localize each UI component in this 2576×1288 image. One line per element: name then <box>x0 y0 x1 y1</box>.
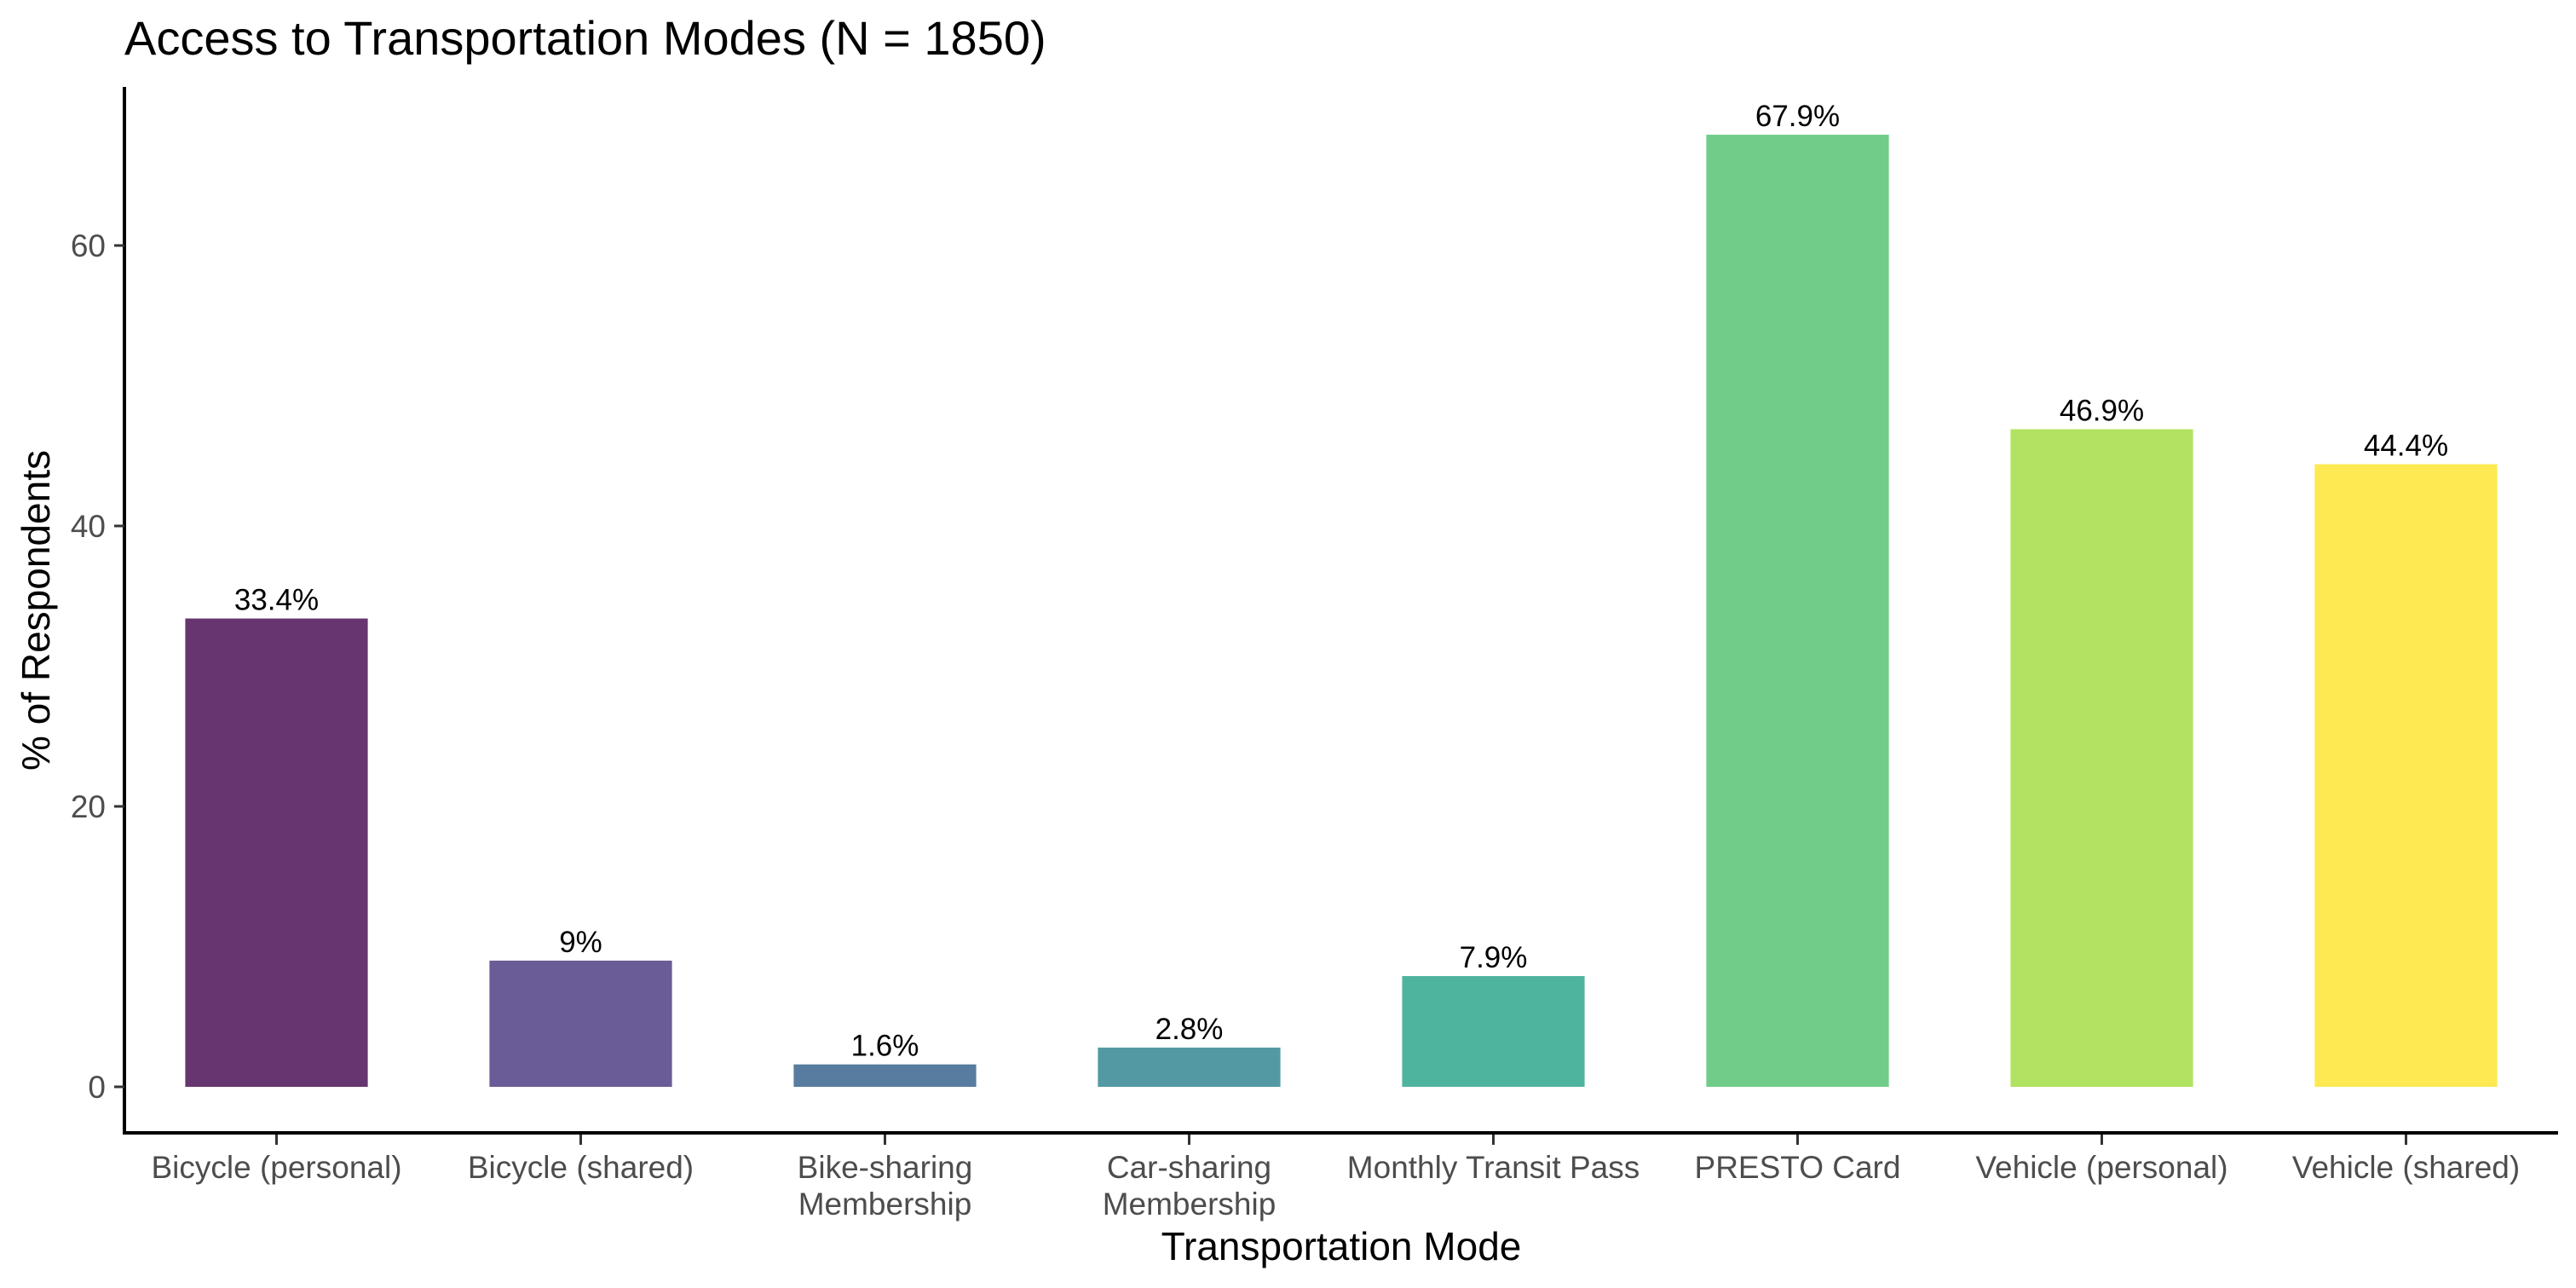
data-label-6: 46.9% <box>2060 394 2144 427</box>
x-tick-label-2: Bike-sharing Membership <box>798 1150 973 1222</box>
data-label-0: 33.4% <box>234 584 319 617</box>
y-axis-title: % of Respondents <box>14 450 58 771</box>
chart-title: Access to Transportation Modes (N = 1850… <box>124 11 1046 65</box>
data-label-1: 9% <box>559 926 602 959</box>
x-tick-label-line: Bicycle (personal) <box>151 1150 401 1185</box>
x-tick-label-7: Vehicle (shared) <box>2292 1150 2520 1185</box>
x-tick-label-line: Vehicle (personal) <box>1975 1150 2227 1185</box>
x-tick-label-line: Membership <box>798 1187 972 1222</box>
bar-1 <box>489 960 672 1087</box>
bar-3 <box>1098 1047 1281 1087</box>
y-tick-label-0: 0 <box>88 1070 106 1105</box>
bar-5 <box>1706 135 1889 1087</box>
y-axis-ticks: 0 20 40 60 <box>71 228 124 1105</box>
bar-2 <box>793 1064 977 1087</box>
bar-7 <box>2314 464 2498 1087</box>
y-tick-label-3: 60 <box>71 228 106 263</box>
x-tick-label-6: Vehicle (personal) <box>1975 1150 2227 1185</box>
data-label-4: 7.9% <box>1460 941 1528 974</box>
x-tick-label-line: Bicycle (shared) <box>468 1150 694 1185</box>
bar-4 <box>1402 976 1585 1087</box>
x-axis-title: Transportation Mode <box>1161 1224 1522 1268</box>
data-label-7: 44.4% <box>2364 430 2448 463</box>
data-label-3: 2.8% <box>1155 1013 1224 1046</box>
x-tick-label-line: PRESTO Card <box>1695 1150 1901 1185</box>
x-tick-label-1: Bicycle (shared) <box>468 1150 694 1185</box>
x-tick-label-0: Bicycle (personal) <box>151 1150 401 1185</box>
bar-6 <box>2010 429 2193 1087</box>
x-tick-label-5: PRESTO Card <box>1695 1150 1901 1185</box>
x-tick-label-line: Vehicle (shared) <box>2292 1150 2520 1185</box>
bar-0 <box>185 618 368 1087</box>
x-tick-label-line: Car-sharing <box>1107 1150 1271 1185</box>
x-tick-label-line: Monthly Transit Pass <box>1347 1150 1640 1185</box>
y-tick-label-1: 20 <box>71 789 106 824</box>
x-axis-ticks: Bicycle (personal) Bicycle (shared) Bike-s… <box>151 1135 2520 1222</box>
x-tick-label-line: Membership <box>1103 1187 1276 1222</box>
data-label-2: 1.6% <box>851 1030 919 1063</box>
x-tick-label-line: Bike-sharing <box>798 1150 973 1185</box>
y-tick-label-2: 40 <box>71 509 106 544</box>
data-labels: 33.4% 9% 1.6% 2.8% 7.9% 67.9% 46.9% 44.4% <box>234 100 2448 1063</box>
x-tick-label-4: Monthly Transit Pass <box>1347 1150 1640 1185</box>
x-tick-label-3: Car-sharing Membership <box>1103 1150 1276 1222</box>
data-label-5: 67.9% <box>1755 100 1840 133</box>
bars <box>185 135 2498 1087</box>
